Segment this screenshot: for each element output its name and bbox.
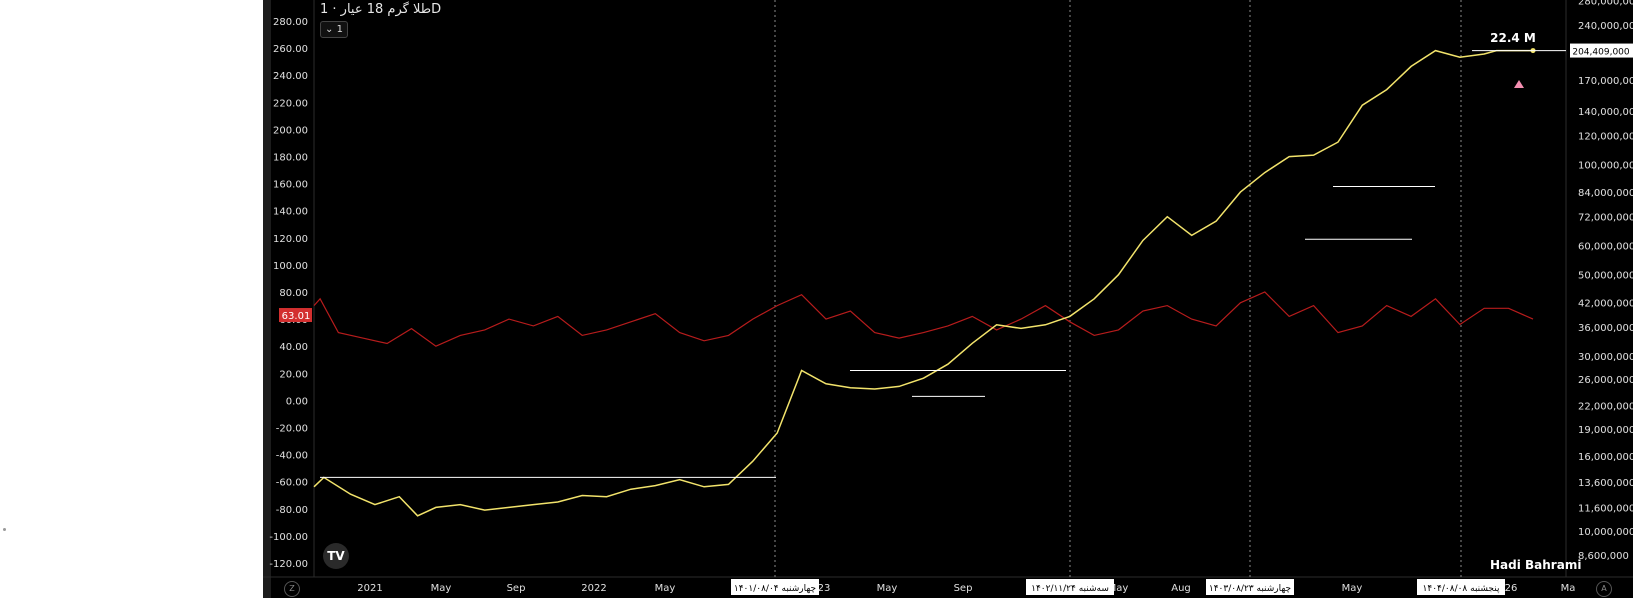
right-axis-tick-label: 22,000,000 xyxy=(1578,401,1633,412)
date-label-text: چهارشنبه ۱۴۰۱/۰۸/۰۴ xyxy=(734,584,816,594)
right-axis-tick-label: 120,000,000 xyxy=(1578,131,1633,142)
left-axis-tick-label: 220.00 xyxy=(273,98,308,109)
triangle-marker-icon xyxy=(1514,80,1524,88)
left-axis-tick-label: 260.00 xyxy=(273,44,308,55)
date-label-text: چهارشنبه ۱۴۰۳/۰۸/۲۳ xyxy=(1209,584,1291,594)
right-axis-tick-label: 72,000,000 xyxy=(1578,213,1633,224)
right-axis-tick-label: 280,000,000 xyxy=(1578,0,1633,7)
right-axis-tick-label: 30,000,000 xyxy=(1578,352,1633,363)
x-axis-tick-label: Aug xyxy=(1171,583,1191,594)
right-axis-tick-label: 50,000,000 xyxy=(1578,271,1633,282)
date-label-box xyxy=(1026,579,1114,595)
right-price-marker-box xyxy=(1570,43,1633,58)
right-axis-tick-label: 26,000,000 xyxy=(1578,375,1633,386)
z-scale-button[interactable]: Z xyxy=(284,581,300,597)
interval-value: 1 xyxy=(336,24,343,35)
date-label-box xyxy=(1206,579,1294,595)
left-axis-tick-label: 80.00 xyxy=(279,288,308,299)
right-axis-tick-label: 100,000,000 xyxy=(1578,160,1633,171)
left-price-marker-box xyxy=(279,308,312,323)
left-axis-tick-label: -40.00 xyxy=(276,451,308,462)
x-axis-tick-label: 2021 xyxy=(357,583,382,594)
left-axis-tick-label: 180.00 xyxy=(273,153,308,164)
x-axis-tick-label: 2022 xyxy=(581,583,606,594)
x-axis-tick-label: May xyxy=(1342,583,1363,594)
auto-scale-button[interactable]: A xyxy=(1596,581,1612,597)
date-label-box xyxy=(1417,579,1505,595)
left-axis-tick-label: 120.00 xyxy=(273,234,308,245)
left-axis-tick-label: 0.00 xyxy=(286,396,308,407)
left-axis-tick-label: 140.00 xyxy=(273,207,308,218)
tradingview-logo-icon: TV xyxy=(323,543,349,569)
left-axis-tick-label: 280.00 xyxy=(273,17,308,28)
left-axis-tick-label: 160.00 xyxy=(273,180,308,191)
left-axis-tick-label: -100.00 xyxy=(269,532,308,543)
symbol-title[interactable]: طلا گرم 18 عیار · 1D xyxy=(320,2,442,17)
left-axis-tick-label: -60.00 xyxy=(276,478,308,489)
right-axis-tick-label: 8,600,000 xyxy=(1578,551,1629,562)
right-price-marker-text: 204,409,000 xyxy=(1572,48,1630,58)
x-axis-tick-label: May xyxy=(877,583,898,594)
right-axis-tick-label: 10,000,000 xyxy=(1578,527,1633,538)
left-price-marker-text: 63.01 xyxy=(282,311,311,322)
left-axis-tick-label: -20.00 xyxy=(276,424,308,435)
right-axis-tick-label: 240,000,000 xyxy=(1578,21,1633,32)
dot-marker xyxy=(3,528,6,531)
annotation-label: 22.4 M xyxy=(1490,31,1536,45)
left-axis-tick-label: -80.00 xyxy=(276,505,308,516)
right-axis-tick-label: 84,000,000 xyxy=(1578,188,1633,199)
left-axis-tick-label: 200.00 xyxy=(273,125,308,136)
x-axis-tick-label: Sep xyxy=(507,583,526,594)
date-label-box xyxy=(731,579,819,595)
right-axis-tick-label: 42,000,000 xyxy=(1578,299,1633,310)
chart-area[interactable] xyxy=(263,0,1633,598)
interval-dropdown-button[interactable]: ⌄ 1 xyxy=(320,21,348,38)
gold-price-series-line xyxy=(313,49,1533,517)
x-axis-tick-label: May xyxy=(1108,583,1129,594)
right-axis-tick-label: 19,000,000 xyxy=(1578,425,1633,436)
left-axis-tick-label: -120.00 xyxy=(269,559,308,570)
right-axis-tick-label: 13,600,000 xyxy=(1578,478,1633,489)
left-axis-tick-label: 100.00 xyxy=(273,261,308,272)
right-axis-tick-label: 16,000,000 xyxy=(1578,452,1633,463)
right-axis-tick-label: 170,000,000 xyxy=(1578,76,1633,87)
left-axis-tick-label: 40.00 xyxy=(279,342,308,353)
left-axis-tick-label: 240.00 xyxy=(273,71,308,82)
x-axis-tick-label: Sep xyxy=(954,583,973,594)
x-axis-tick-label: 26 xyxy=(1505,583,1518,594)
right-axis-tick-label: 36,000,000 xyxy=(1578,323,1633,334)
left-axis-tick-label: 20.00 xyxy=(279,369,308,380)
x-axis-tick-label: May xyxy=(655,583,676,594)
date-label-text: سه‌شنبه ۱۴۰۲/۱۱/۲۴ xyxy=(1031,584,1109,594)
right-axis-tick-label: 60,000,000 xyxy=(1578,242,1633,253)
right-axis-tick-label: 140,000,000 xyxy=(1578,107,1633,118)
x-axis-tick-label: Ma xyxy=(1561,583,1576,594)
author-watermark: Hadi Bahrami xyxy=(1490,558,1582,572)
chart-left-border xyxy=(263,0,271,598)
x-axis-tick-label: May xyxy=(431,583,452,594)
indicator-series-line xyxy=(313,291,1534,347)
right-axis-tick-label: 11,600,000 xyxy=(1578,503,1633,514)
x-axis-tick-label: 23 xyxy=(818,583,831,594)
date-label-text: پنجشنبه ۱۴۰۴/۰۸/۰۸ xyxy=(1423,584,1500,594)
